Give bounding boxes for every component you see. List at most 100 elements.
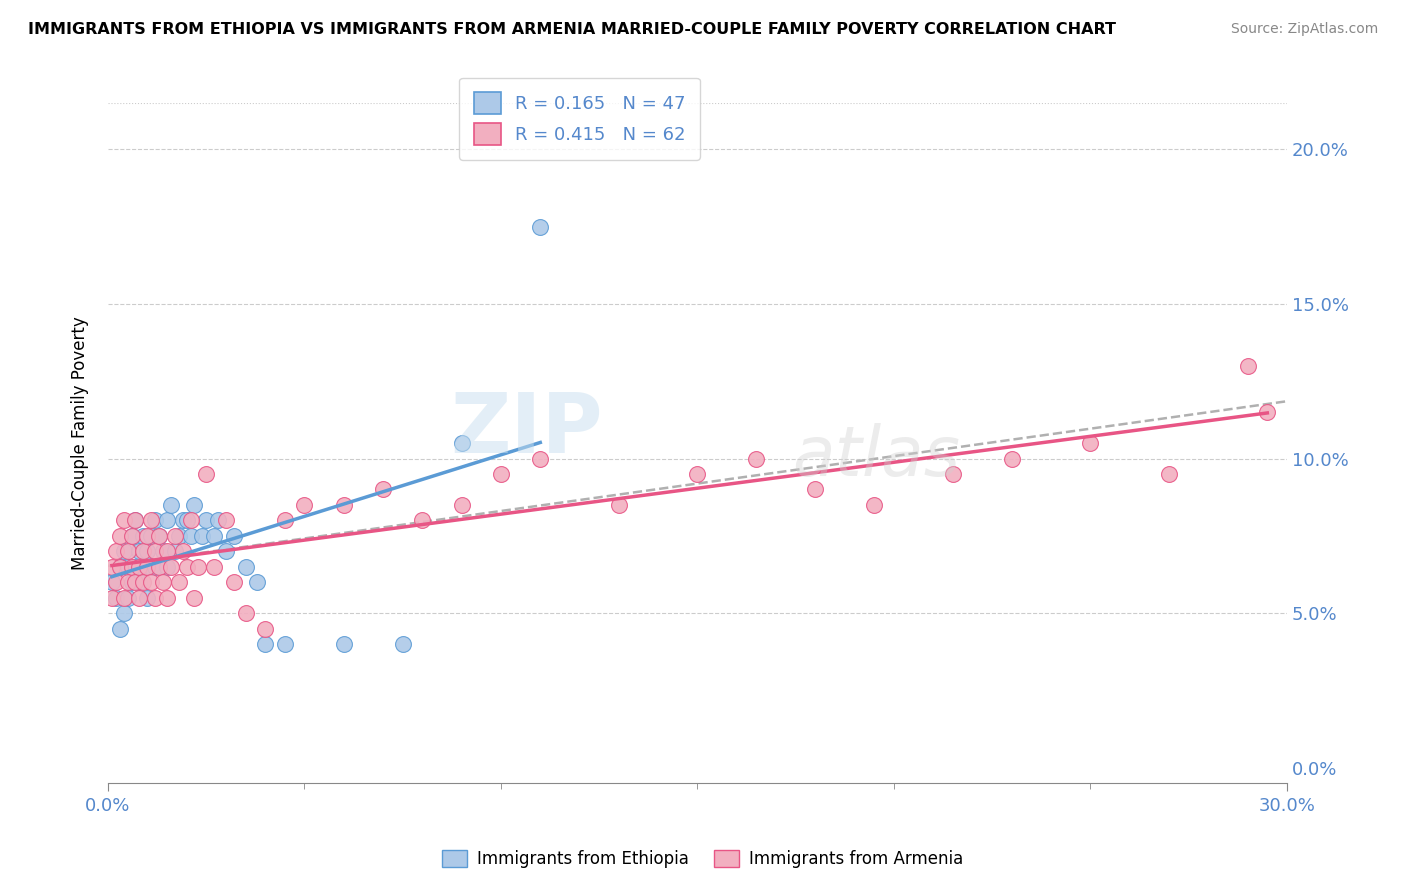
Point [160,498,183,512]
Point [235,606,257,620]
Point [489,467,512,481]
Point [391,637,413,651]
Point [686,467,709,481]
Legend: R = 0.165   N = 47, R = 0.415   N = 62: R = 0.165 N = 47, R = 0.415 N = 62 [460,78,700,160]
Point [132,575,155,590]
Point [132,559,155,574]
Point [1001,451,1024,466]
Point [235,559,257,574]
Y-axis label: Married-Couple Family Poverty: Married-Couple Family Poverty [72,316,89,570]
Point [124,513,146,527]
Point [148,529,170,543]
Point [191,529,214,543]
Point [108,559,131,574]
Point [333,637,356,651]
Point [195,467,218,481]
Point [112,513,135,527]
Point [112,544,135,558]
Point [132,544,155,558]
Point [529,219,551,234]
Legend: Immigrants from Ethiopia, Immigrants from Armenia: Immigrants from Ethiopia, Immigrants fro… [436,843,970,875]
Point [152,575,174,590]
Point [143,544,166,558]
Point [180,513,202,527]
Point [202,529,225,543]
Point [128,591,150,605]
Point [108,559,131,574]
Point [141,559,163,574]
Point [117,575,139,590]
Point [143,559,166,574]
Point [222,529,245,543]
Point [156,591,179,605]
Point [104,544,127,558]
Point [215,544,238,558]
Point [215,513,238,527]
Point [371,483,394,497]
Point [1080,436,1102,450]
Point [333,498,356,512]
Point [143,513,166,527]
Point [156,544,179,558]
Point [156,559,179,574]
Point [160,559,183,574]
Point [207,513,229,527]
Point [136,591,159,605]
Point [180,529,202,543]
Point [143,591,166,605]
Point [117,559,139,574]
Point [167,529,190,543]
Point [117,591,139,605]
Point [101,575,124,590]
Point [121,529,143,543]
Point [195,513,218,527]
Point [745,451,768,466]
Point [128,575,150,590]
Point [136,559,159,574]
Point [117,544,139,558]
Point [136,544,159,558]
Text: ZIP: ZIP [451,389,603,470]
Point [141,575,163,590]
Point [942,467,965,481]
Point [183,591,205,605]
Point [141,529,163,543]
Point [136,529,159,543]
Point [411,513,433,527]
Point [172,544,194,558]
Point [156,513,179,527]
Point [141,513,163,527]
Point [183,498,205,512]
Point [148,559,170,574]
Point [121,529,143,543]
Point [112,591,135,605]
Point [294,498,316,512]
Point [128,544,150,558]
Point [163,544,186,558]
Text: Source: ZipAtlas.com: Source: ZipAtlas.com [1230,22,1378,37]
Point [450,436,472,450]
Point [863,498,886,512]
Point [121,575,143,590]
Point [128,559,150,574]
Point [274,637,297,651]
Point [1236,359,1258,373]
Point [101,559,124,574]
Point [222,575,245,590]
Point [132,529,155,543]
Point [1157,467,1180,481]
Point [124,559,146,574]
Point [1256,405,1278,419]
Point [152,544,174,558]
Point [254,622,277,636]
Point [104,575,127,590]
Point [172,513,194,527]
Point [176,513,198,527]
Point [274,513,297,527]
Point [108,622,131,636]
Point [101,591,124,605]
Point [607,498,630,512]
Point [167,575,190,590]
Point [148,529,170,543]
Point [187,559,209,574]
